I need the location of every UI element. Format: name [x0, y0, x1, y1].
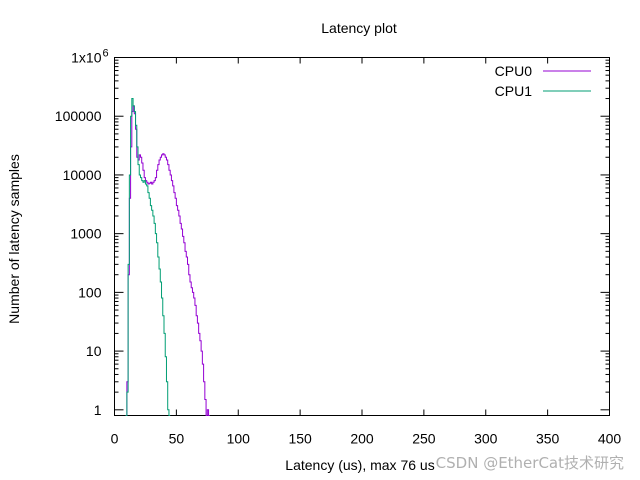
x-tick-label: 50	[169, 431, 185, 447]
legend-label: CPU1	[495, 83, 533, 99]
chart-title: Latency plot	[321, 20, 397, 36]
y-tick-label: 100000	[55, 108, 102, 124]
y-tick-label: 1	[94, 402, 102, 418]
y-tick-label: 1000	[70, 226, 101, 242]
plot-frame	[114, 57, 610, 416]
x-tick-label: 200	[350, 431, 374, 447]
x-tick-label: 350	[536, 431, 560, 447]
watermark: CSDN @EtherCat技术研究	[436, 454, 624, 472]
y-axis-ticks: 1 10 100 1000 10000 100000 1x10 6	[55, 48, 610, 418]
x-axis-label: Latency (us), max 76 us	[285, 457, 434, 473]
y-tick-label: 10000	[63, 167, 102, 183]
y-axis-label: Number of latency samples	[6, 154, 22, 324]
x-tick-label: 300	[474, 431, 498, 447]
x-tick-label: 400	[598, 431, 622, 447]
x-tick-label: 0	[111, 431, 119, 447]
y-tick-label: 1x10	[71, 50, 102, 66]
series-line-cpu1	[125, 98, 171, 416]
series-line-cpu0	[125, 105, 210, 416]
y-tick-label: 10	[86, 343, 102, 359]
y-tick-exponent: 6	[103, 48, 109, 60]
series-layer	[125, 98, 210, 416]
x-tick-label: 250	[412, 431, 436, 447]
x-tick-label: 100	[227, 431, 251, 447]
legend: CPU0 CPU1	[495, 63, 591, 99]
y-tick-label: 100	[78, 284, 102, 300]
legend-label: CPU0	[495, 63, 533, 79]
x-axis-ticks: 0 50 100 150 200 250 300 350 400	[111, 57, 622, 447]
x-tick-label: 150	[288, 431, 312, 447]
